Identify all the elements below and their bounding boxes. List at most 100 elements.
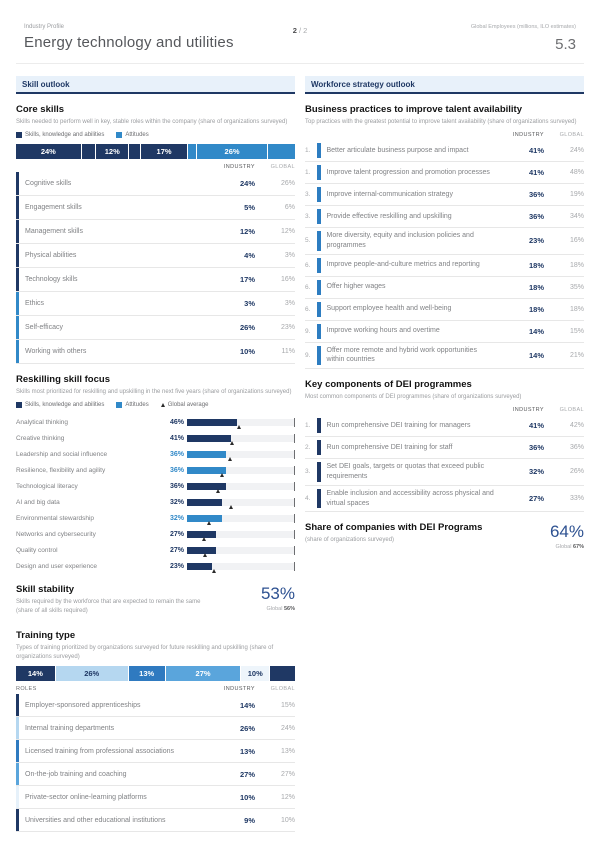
rank-number: 1.: [305, 422, 311, 430]
industry-value: 18%: [528, 282, 544, 292]
skill-outlook-column: Skill outlook Core skills Skills needed …: [16, 76, 295, 832]
global-prefix: Global: [555, 544, 572, 551]
table-row: 1. Better articulate business purpose an…: [305, 140, 584, 162]
stacked-bar-segment: 12%: [96, 144, 129, 159]
industry-value: 23%: [528, 236, 544, 246]
skill-stability-global: Global 56%: [231, 606, 295, 612]
industry-value: 26%: [239, 323, 255, 332]
training-label: On-the-job training and coaching: [25, 770, 127, 778]
industry-value: 18%: [528, 304, 544, 314]
page-number: 2 / 2: [16, 26, 584, 35]
table-row: Management skills 12% 12%: [16, 220, 295, 244]
axis-end-tick: [294, 433, 295, 443]
table-row: Self-efficacy 26% 23%: [16, 316, 295, 340]
dei-share-value: 64%: [549, 522, 584, 542]
axis-end-tick: [294, 417, 295, 427]
skill-label: Technology skills: [25, 276, 78, 283]
industry-value: 14%: [528, 350, 544, 360]
page-title: Energy technology and utilities: [24, 34, 234, 51]
reskilling-subtitle: Skills most prioritized for reskilling a…: [16, 389, 292, 395]
row-color-strip: [317, 257, 321, 273]
page-header: Industry Profile Energy technology and u…: [16, 24, 584, 64]
industry-value: 41%: [528, 146, 544, 155]
table-row: Engagement skills 5% 6%: [16, 196, 295, 220]
bar-track: [187, 497, 295, 509]
industry-column-header: INDUSTRY: [223, 686, 255, 692]
row-color-strip: [317, 279, 321, 295]
table-row: 6. Support employee health and well-bein…: [305, 299, 584, 321]
industry-value: 17%: [239, 275, 255, 284]
industry-value: 10%: [239, 792, 255, 802]
global-column-header: GLOBAL: [559, 407, 584, 414]
table-row: Physical abilities 4% 3%: [16, 244, 295, 268]
dei-share-subtitle: (share of organizations surveyed): [305, 537, 395, 544]
global-value: 3%: [284, 300, 295, 307]
rank-number: 1.: [305, 169, 311, 176]
row-color-tick: [16, 292, 19, 315]
legend-label: Attitudes: [125, 402, 149, 408]
skill-stability-value: 53%: [260, 584, 295, 603]
row-color-tick: [16, 740, 19, 762]
header-eyebrow: Industry Profile: [24, 24, 65, 30]
training-type-title: Training type: [16, 630, 76, 641]
business-practices-table: 1. Better articulate business purpose an…: [305, 140, 584, 370]
bar-track: [187, 465, 295, 477]
table-row: 4. Enable inclusion and accessibility ac…: [305, 486, 584, 513]
global-value: 26%: [569, 468, 584, 476]
rank-number: 3.: [305, 468, 311, 476]
industry-column-header: INDUSTRY: [512, 132, 544, 138]
industry-value: 46%: [169, 418, 184, 426]
section-header-workforce-strategy: Workforce strategy outlook: [305, 76, 584, 94]
bar-fill: [187, 514, 222, 522]
rank-number: 6.: [305, 283, 311, 291]
axis-end-tick: [294, 497, 295, 507]
industry-value: 36%: [169, 450, 184, 458]
legend-item: Attitudes: [116, 402, 149, 408]
axis-end-tick: [294, 449, 295, 459]
global-value: 15%: [569, 327, 584, 335]
stacked-bar-segment: 26%: [55, 666, 128, 681]
table-row: On-the-job training and coaching 27% 27%: [16, 763, 295, 786]
stacked-bar-segment: 14%: [16, 666, 55, 681]
global-average-marker: [230, 440, 235, 445]
global-column-header: GLOBAL: [270, 686, 295, 692]
skill-stability-subtitle: Skills required by the workforce that ar…: [16, 599, 201, 614]
skill-label: Self-efficacy: [25, 324, 63, 331]
industry-value: 32%: [169, 514, 184, 522]
component-label: Set DEI goals, targets or quotas that ex…: [326, 463, 485, 480]
industry-value: 3%: [244, 299, 255, 308]
training-label: Private-sector online-learning platforms: [25, 793, 147, 801]
industry-column-header: INDUSTRY: [512, 407, 544, 414]
rank-number: 2.: [305, 444, 311, 452]
global-value: 16%: [280, 276, 295, 283]
bar-fill: [187, 482, 226, 490]
industry-value: 14%: [239, 700, 255, 710]
industry-value: 23%: [169, 562, 184, 570]
bar-row: AI and big data 32%: [16, 494, 295, 510]
global-average-triangle-icon: [160, 403, 165, 407]
row-color-strip: [317, 345, 321, 366]
component-label: Run comprehensive DEI training for manag…: [326, 421, 471, 429]
practice-label: Support employee health and well-being: [326, 305, 452, 313]
industry-value: 36%: [169, 482, 184, 490]
industry-value: 36%: [528, 190, 544, 199]
global-value: 48%: [569, 169, 584, 176]
row-color-strip: [317, 462, 321, 482]
row-color-tick: [16, 340, 19, 363]
bar-fill: [187, 434, 232, 442]
stacked-bar-segment: [270, 666, 295, 681]
core-skills-stacked-bar: 24% 12% 17% 26%: [16, 144, 295, 159]
industry-value: 18%: [528, 260, 544, 270]
rank-number: 1.: [305, 147, 311, 154]
core-skills-table: Cognitive skills 24% 26% Engagement skil…: [16, 172, 295, 364]
global-value: 34%: [569, 213, 584, 220]
legend-item: Skills, knowledge and abilities: [16, 132, 104, 138]
bar-track: [187, 417, 295, 429]
bar-row: Networks and cybersecurity 27%: [16, 526, 295, 542]
table-row: Cognitive skills 24% 26%: [16, 172, 295, 196]
axis-end-tick: [294, 545, 295, 555]
legend-swatch-attitudes: [116, 402, 123, 408]
skill-label: Analytical thinking: [16, 418, 69, 426]
skill-stability-title: Skill stability: [16, 584, 75, 595]
rank-number: 3.: [305, 191, 311, 198]
